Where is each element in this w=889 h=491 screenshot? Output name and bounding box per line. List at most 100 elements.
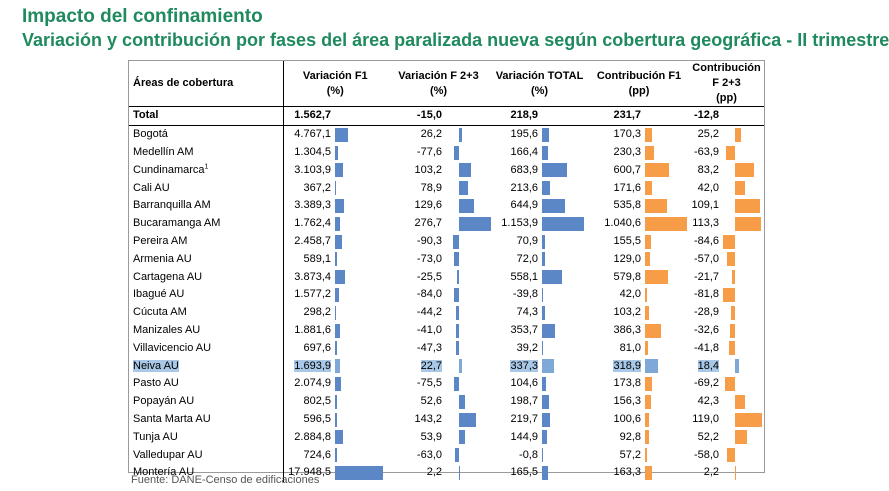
cell-bar-c2 (722, 197, 764, 215)
bar-v3 (542, 465, 548, 480)
cell-bar-v2 (445, 446, 490, 464)
cell-area-name: Total (129, 106, 284, 126)
cell-value-v3: 144,9 (510, 430, 538, 443)
bar-v3 (542, 359, 554, 374)
cell-value-c1: 231,7 (589, 106, 644, 126)
cell-value-v1: 802,5 (303, 395, 331, 408)
bar-v2 (454, 252, 459, 267)
cell-value-c1: 163,3 (613, 466, 641, 479)
cell-bar-v2 (445, 464, 490, 482)
bar-v3 (542, 305, 545, 320)
cell-bar-c2 (722, 268, 764, 286)
cell-bar-c2 (722, 428, 764, 446)
cell-value-c2: -63,9 (693, 145, 720, 158)
cell-bar-v1 (334, 144, 387, 162)
cell-bar-c2 (722, 179, 764, 197)
bar-v3 (542, 181, 550, 196)
cell-value-v3: -39,8 (512, 288, 538, 301)
cell-bar-c1 (644, 464, 689, 482)
page-subtitle: Variación y contribución por fases del á… (22, 30, 889, 50)
cell-bar-v2 (445, 375, 490, 393)
cell-value-v1: 589,1 (303, 252, 331, 265)
cell-bar-c1 (644, 357, 689, 375)
cell-bar-c1 (644, 446, 689, 464)
cell-value-c2: -57,0 (693, 252, 720, 265)
cell-bar-c1 (644, 428, 689, 446)
cell-bar-v3 (541, 125, 589, 143)
cell-value-c1: 1.040,6 (604, 217, 641, 230)
cell-value-v2: -73,0 (416, 252, 442, 265)
cell-bar-v2 (445, 339, 490, 357)
cell-bar-v3 (541, 250, 589, 268)
bar-v3 (542, 198, 565, 213)
bar-c2 (727, 252, 736, 267)
cell-value-v2: -47,3 (416, 341, 442, 354)
cell-bar-v1 (334, 339, 387, 357)
cell-bar-v3 (541, 411, 589, 429)
cell-bar-c2 (722, 215, 764, 233)
header-variacion-f1: Variación F1 (%) (283, 61, 387, 107)
cell-value-v1: 1.577,2 (294, 288, 331, 301)
cell-value-v1: 4.767,1 (294, 128, 331, 141)
table-row: Cundinamarca1 3.103,9 103,2 683,9 600,7 83,2 (129, 161, 764, 180)
cell-bar-v2 (445, 268, 490, 286)
bar-v2 (459, 412, 476, 427)
cell-bar-v1 (334, 286, 387, 304)
bar-c2 (735, 127, 742, 142)
cell-bar-c2 (722, 339, 764, 357)
cell-value-v2: -75,5 (416, 377, 442, 390)
cell-value-v2: -77,6 (416, 145, 442, 158)
bar-v1 (335, 181, 336, 196)
cell-area-name: Popayán AU (129, 392, 284, 411)
cell-value-v1: 1.762,4 (294, 217, 331, 230)
cell-bar-c1 (644, 233, 689, 251)
cell-value-c1: 103,2 (613, 306, 641, 319)
cell-bar-c2 (722, 304, 764, 322)
cell-value-v1: 1.304,5 (294, 145, 331, 158)
cell-bar-v3 (541, 339, 589, 357)
cell-value-v1: 724,6 (303, 448, 331, 461)
cell-value-v2: 129,6 (414, 199, 442, 212)
table-row: Santa Marta AU 596,5 143,2 219,7 100,6 119,0 (129, 410, 764, 429)
bar-v3 (542, 376, 546, 391)
cell-bar-v1 (334, 375, 387, 393)
bar-v2 (456, 323, 459, 338)
table-row: Pereira AM 2.458,7 -90,3 70,9 155,5 -84,6 (129, 232, 764, 251)
cell-value-v1: 2.074,9 (294, 377, 331, 390)
cell-value-v2: 53,9 (420, 430, 442, 443)
cell-value-v3: 39,2 (516, 341, 538, 354)
cell-bar-v3 (541, 197, 589, 215)
cell-bar-v1 (334, 125, 387, 143)
cell-value-v3: 337,3 (510, 359, 538, 372)
cell-bar-v2 (445, 125, 490, 143)
table-row: Bogotá 4.767,1 26,2 195,6 170,3 25,2 (129, 125, 764, 144)
cell-bar-v1 (334, 428, 387, 446)
cell-area-name: Manizales AU (129, 321, 284, 340)
cell-bar-v1 (334, 215, 387, 233)
cell-value-c1: 57,2 (619, 448, 641, 461)
cell-value-v3: -0,8 (519, 448, 538, 461)
bar-c1 (645, 412, 649, 427)
bar-c1 (645, 448, 647, 463)
cell-bar-v2 (445, 215, 491, 233)
bar-c2 (735, 430, 748, 445)
cell-value-c2: 119,0 (692, 412, 720, 425)
bar-v3 (542, 430, 547, 445)
bar-v3 (542, 287, 543, 302)
table-row: Cali AU 367,2 78,9 213,6 171,6 42,0 (129, 179, 764, 197)
cell-bar-c2 (722, 106, 765, 126)
cell-value-c2: 109,1 (691, 199, 720, 212)
cell-value-v2: 52,6 (420, 395, 442, 408)
bar-c2 (735, 198, 761, 213)
table-row: Montería AU 17.948,5 2,2 165,5 163,3 2,2 (129, 463, 764, 482)
table-row: Valledupar AU 724,6 -63,0 -0,8 57,2 -58,0 (129, 446, 764, 464)
cell-bar-c1 (644, 411, 689, 429)
bar-c1 (645, 341, 648, 356)
bar-c1 (645, 465, 652, 480)
table-row: Manizales AU 1.881,6 -41,0 353,7 386,3 -32,6 (129, 321, 764, 340)
bar-c1 (645, 305, 649, 320)
cell-value-v2: 2,2 (426, 466, 442, 479)
cell-bar-c1 (644, 250, 689, 268)
bar-c1 (645, 359, 658, 374)
cell-bar-c1 (644, 144, 689, 162)
